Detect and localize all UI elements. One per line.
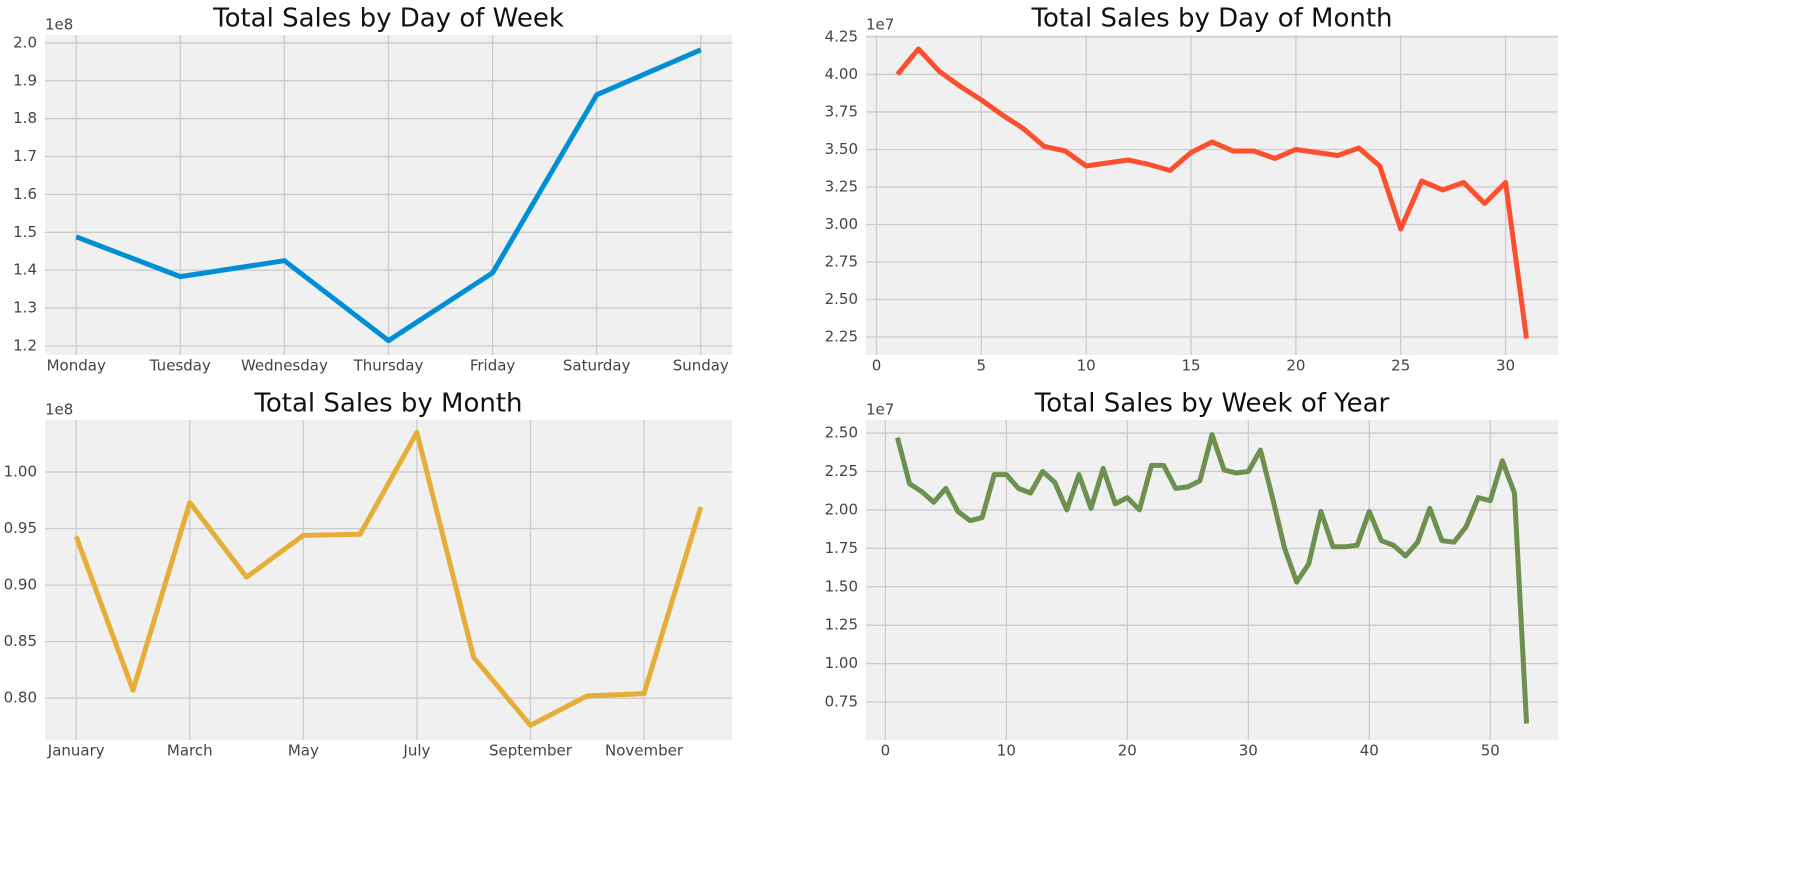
x-tick-label: 30 (1239, 742, 1258, 760)
chart-title: Total Sales by Day of Month (1030, 4, 1392, 34)
plot-area (45, 420, 732, 740)
x-tick-label: January (47, 742, 105, 760)
x-tick-label: 30 (1496, 357, 1515, 375)
y-tick-label: 0.85 (4, 632, 37, 650)
x-tick-label: 20 (1286, 357, 1305, 375)
x-tick-label: Friday (470, 357, 516, 375)
y-tick-label: 0.75 (825, 693, 858, 711)
axis-offset: 1e7 (866, 401, 894, 419)
y-tick-label: 2.00 (825, 500, 858, 518)
y-tick-label: 0.95 (4, 519, 37, 537)
axis-offset: 1e8 (45, 401, 73, 419)
y-tick-label: 3.00 (825, 215, 858, 233)
y-tick-label: 1.4 (13, 261, 37, 279)
y-tick-label: 3.50 (825, 140, 858, 158)
y-tick-label: 2.50 (825, 424, 858, 442)
x-tick-label: 15 (1181, 357, 1200, 375)
x-tick-label: Monday (47, 357, 106, 375)
x-tick-label: September (489, 742, 573, 760)
x-tick-label: 20 (1118, 742, 1137, 760)
y-tick-label: 1.3 (13, 299, 37, 317)
x-tick-label: 0 (881, 742, 891, 760)
y-tick-label: 2.50 (825, 290, 858, 308)
x-tick-label: 10 (997, 742, 1016, 760)
y-tick-label: 0.90 (4, 576, 37, 594)
y-tick-label: 4.00 (825, 65, 858, 83)
x-tick-label: 10 (1077, 357, 1096, 375)
data-line (895, 432, 1530, 724)
y-tick-label: 2.0 (13, 33, 37, 51)
y-tick-label: 1.2 (13, 336, 37, 354)
y-tick-label: 1.6 (13, 185, 37, 203)
x-tick-label: March (167, 742, 213, 760)
y-tick-label: 1.50 (825, 577, 858, 595)
y-tick-label: 1.00 (825, 654, 858, 672)
data-line (895, 46, 1530, 339)
y-tick-label: 3.75 (825, 102, 858, 120)
x-tick-label: Wednesday (241, 357, 328, 375)
y-tick-label: 1.75 (825, 539, 858, 557)
y-tick-label: 2.25 (825, 327, 858, 345)
y-tick-label: 1.8 (13, 109, 37, 127)
y-tick-label: 3.25 (825, 177, 858, 195)
y-tick-label: 1.9 (13, 71, 37, 89)
data-line (73, 429, 704, 728)
x-tick-label: Sunday (673, 357, 729, 375)
y-tick-label: 1.7 (13, 147, 37, 165)
y-tick-label: 2.25 (825, 462, 858, 480)
x-tick-label: 5 (977, 357, 987, 375)
x-tick-label: 0 (872, 357, 882, 375)
x-tick-label: Tuesday (149, 357, 211, 375)
x-tick-label: May (288, 742, 319, 760)
plot-area (866, 35, 1558, 355)
y-tick-label: 1.25 (825, 616, 858, 634)
x-tick-label: Thursday (353, 357, 424, 375)
y-tick-label: 4.25 (825, 27, 858, 45)
y-tick-label: 2.75 (825, 252, 858, 270)
x-tick-label: July (402, 742, 430, 760)
x-tick-label: 50 (1481, 742, 1500, 760)
axis-offset: 1e7 (866, 16, 894, 34)
data-line (75, 47, 702, 344)
x-tick-label: 25 (1391, 357, 1410, 375)
x-tick-label: Saturday (563, 357, 631, 375)
chart-title: Total Sales by Week of Year (1034, 389, 1390, 419)
axis-offset: 1e8 (45, 16, 73, 34)
y-tick-label: 1.5 (13, 223, 37, 241)
y-tick-label: 0.80 (4, 689, 37, 707)
x-tick-label: 40 (1360, 742, 1379, 760)
y-tick-label: 1.00 (4, 463, 37, 481)
x-tick-label: November (605, 742, 684, 760)
plot-area (866, 420, 1558, 740)
chart-title: Total Sales by Month (253, 389, 522, 419)
chart-title: Total Sales by Day of Week (212, 4, 564, 34)
